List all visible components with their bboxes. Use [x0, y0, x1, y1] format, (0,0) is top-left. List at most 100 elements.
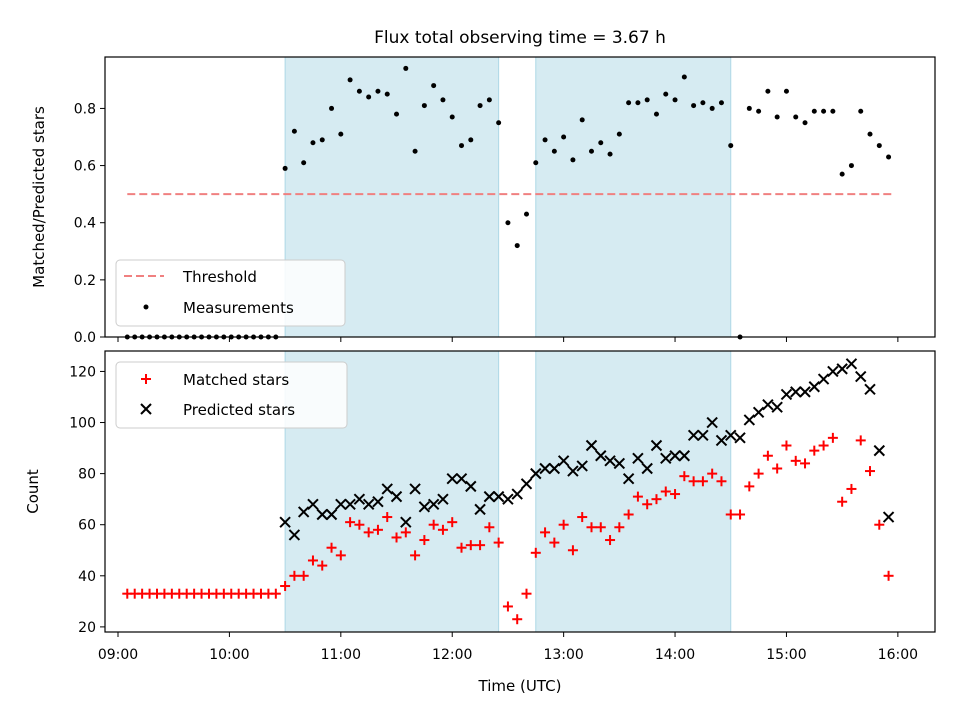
- y-tick-label: 0.8: [74, 101, 96, 117]
- data-point: [372, 496, 384, 508]
- data-point: [390, 490, 403, 503]
- data-point: [687, 429, 700, 442]
- axes-frame: [104, 350, 936, 633]
- data-point: [459, 143, 465, 149]
- data-point: [781, 440, 792, 451]
- data-point: [728, 143, 734, 149]
- data-point: [725, 429, 737, 442]
- data-point: [830, 108, 836, 114]
- data-point: [530, 547, 541, 558]
- data-point: [800, 458, 811, 469]
- data-point: [858, 108, 864, 114]
- data-point: [765, 88, 771, 94]
- data-point: [381, 483, 393, 495]
- data-point: [818, 440, 829, 451]
- legend-matched-label: Matched stars: [183, 371, 289, 389]
- data-point: [421, 103, 427, 109]
- y-tick-label: 20: [78, 620, 96, 636]
- observing-interval-2: [535, 56, 732, 338]
- data-point: [496, 120, 502, 126]
- data-point: [660, 486, 671, 497]
- data-point: [551, 148, 557, 154]
- data-point: [344, 498, 356, 510]
- data-point: [848, 163, 854, 169]
- series-matched-stars: [122, 432, 894, 625]
- data-point: [604, 455, 616, 467]
- data-point: [366, 94, 372, 100]
- data-point: [477, 103, 483, 109]
- data-point: [874, 519, 885, 530]
- data-point: [427, 498, 440, 510]
- data-point: [772, 463, 783, 474]
- data-point: [653, 111, 659, 117]
- data-point: [762, 398, 774, 411]
- data-point: [746, 105, 752, 111]
- data-point: [316, 508, 328, 521]
- data-point: [539, 462, 551, 475]
- data-point: [846, 483, 857, 494]
- data-point: [641, 462, 653, 475]
- data-point: [586, 522, 597, 533]
- data-point: [886, 154, 892, 160]
- data-point: [715, 434, 728, 447]
- data-point: [669, 450, 681, 462]
- data-point: [576, 460, 588, 472]
- data-point: [811, 108, 817, 114]
- data-point: [540, 527, 551, 538]
- data-point: [465, 540, 476, 551]
- data-point: [335, 498, 347, 510]
- data-point: [270, 588, 281, 599]
- data-point: [663, 91, 669, 97]
- data-point: [632, 452, 644, 464]
- data-point: [353, 493, 366, 505]
- data-point: [437, 524, 448, 535]
- x-axis-label: Time (UTC): [478, 677, 562, 695]
- data-point: [614, 522, 625, 533]
- data-point: [799, 386, 811, 398]
- data-point: [409, 483, 421, 495]
- data-point: [678, 450, 691, 462]
- data-point: [437, 493, 449, 505]
- data-point: [521, 588, 532, 599]
- data-point: [613, 457, 626, 470]
- data-point: [595, 522, 606, 533]
- data-point: [780, 388, 793, 401]
- data-point: [817, 373, 830, 385]
- data-point: [345, 517, 356, 528]
- data-point: [558, 519, 569, 530]
- data-point: [492, 490, 505, 503]
- data-point: [319, 137, 325, 143]
- data-point: [567, 465, 579, 477]
- x-tick-label: 16:00: [878, 647, 918, 663]
- data-point: [579, 117, 585, 123]
- data-point: [561, 134, 567, 140]
- data-point: [774, 114, 780, 120]
- data-point: [716, 476, 727, 487]
- data-point: [718, 100, 724, 106]
- data-point: [865, 466, 876, 477]
- data-point: [827, 365, 839, 378]
- data-point: [605, 535, 616, 546]
- data-point: [440, 97, 446, 103]
- legend-box: [115, 259, 346, 327]
- data-point: [808, 381, 821, 393]
- data-point: [447, 517, 458, 528]
- data-point: [876, 143, 882, 149]
- data-point: [616, 131, 622, 137]
- data-point: [577, 512, 588, 523]
- data-point: [363, 527, 374, 538]
- data-point: [790, 386, 802, 398]
- data-point: [335, 550, 346, 561]
- data-point: [756, 108, 762, 114]
- series-measurements: [124, 65, 892, 340]
- data-point: [836, 363, 848, 375]
- data-point: [533, 160, 539, 166]
- data-point: [827, 432, 838, 443]
- data-point: [882, 511, 895, 523]
- data-point: [837, 496, 848, 507]
- ratio-panel: 0.0 0.2 0.4 0.6 0.8 Matched/Predicted stars Th…: [30, 56, 936, 346]
- data-point: [672, 97, 678, 103]
- data-point: [280, 581, 291, 592]
- data-point: [549, 537, 560, 548]
- data-point: [403, 65, 409, 71]
